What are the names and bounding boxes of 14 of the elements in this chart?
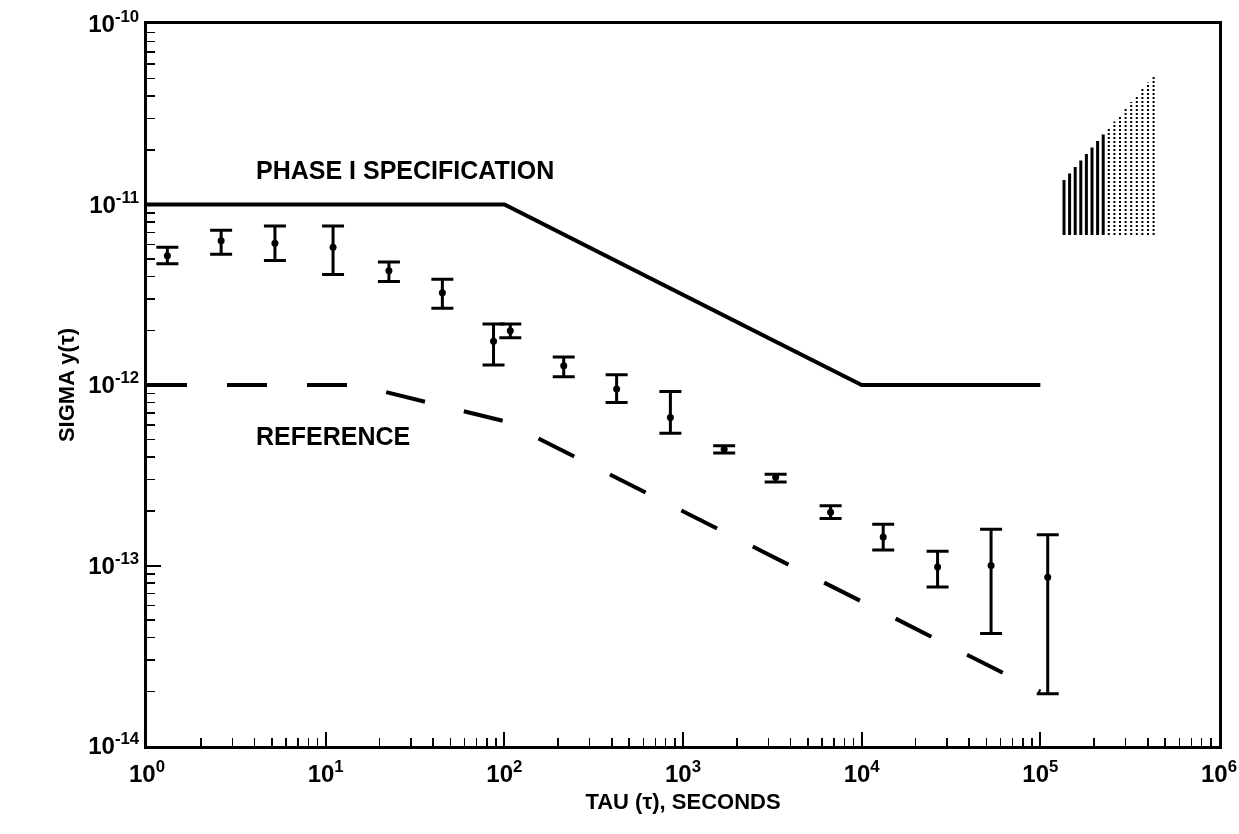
x-tick-label: 10$^{3}$ — [664, 756, 702, 787]
x-tick-label: 10$^{2}$ — [486, 756, 523, 787]
x-tick-label: 10$^{4}$ — [843, 756, 881, 787]
y-tick-label: 10$^{-11}$ — [89, 187, 140, 218]
y-tick-label: 10$^{-12}$ — [88, 368, 140, 399]
x-tick-label: 10$^{5}$ — [1022, 756, 1059, 787]
annotation: PHASE I SPECIFICATION — [256, 156, 555, 184]
annotation: REFERENCE — [256, 422, 411, 450]
y-axis-title: SIGMA y(τ) — [54, 327, 80, 443]
y-tick-label: 10$^{-13}$ — [88, 548, 140, 579]
x-tick-label: 10$^{1}$ — [307, 756, 344, 787]
x-tick-label: 10$^{6}$ — [1200, 756, 1238, 787]
y-tick-label: 10$^{-10}$ — [88, 7, 140, 38]
x-axis-title: TAU (τ), SECONDS — [585, 788, 781, 814]
